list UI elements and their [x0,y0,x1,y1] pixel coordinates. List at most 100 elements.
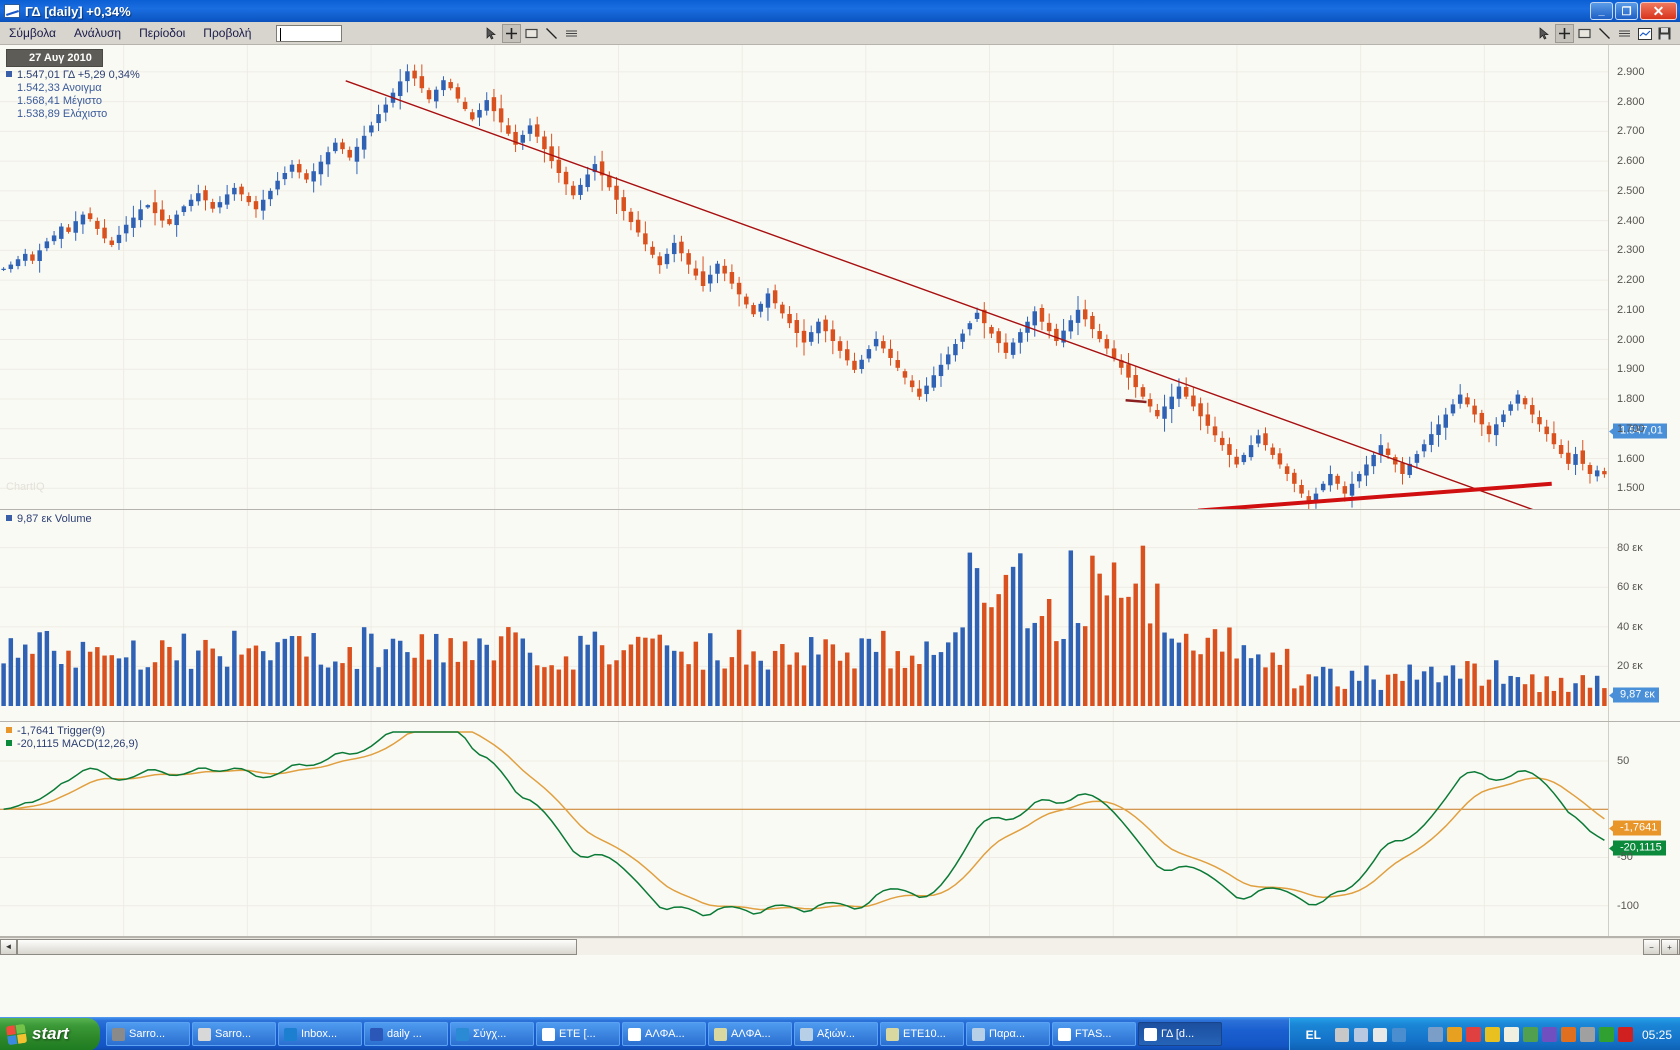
trendline-tool-icon[interactable] [542,24,561,43]
macd-axis[interactable]: -1,7641 -20,1115 50 -50 -100 [1608,722,1680,936]
mail-icon[interactable] [1503,1027,1519,1042]
price-axis-tick: 1.500 [1617,482,1645,495]
task-daily-doc[interactable]: daily ... [364,1022,448,1046]
pointer-tool-icon[interactable] [482,24,501,43]
rectangle-tool-icon[interactable] [522,24,541,43]
heart-icon[interactable] [1465,1027,1481,1042]
scroll-thumb[interactable] [17,938,577,955]
taskbar-item-label: daily ... [387,1028,422,1040]
expand-icon[interactable] [1391,1027,1406,1042]
eye-icon[interactable] [1522,1027,1538,1042]
alert-icon[interactable] [1560,1027,1576,1042]
symbol-input[interactable] [276,24,343,42]
menu-periods[interactable]: Περίοδοι [139,26,186,40]
chart-watermark: ChartIQ [6,481,45,493]
taskbar-item-label: ΑΛΦΑ... [645,1028,685,1040]
scrollbar-right-tools: − + [1643,938,1678,956]
price-badge: 1.547,01 [1613,423,1667,439]
network-icon[interactable] [1427,1027,1443,1042]
window-titlebar: ΓΔ [daily] +0,34% _ ❐ ✕ [0,0,1680,22]
task-sarro-2[interactable]: Sarro... [192,1022,276,1046]
volume-axis[interactable]: 9,87 εκ 20 εκ 40 εκ 60 εκ 80 εκ [1608,510,1680,721]
price-axis-tick: 2.900 [1617,65,1645,78]
task-sarro-1[interactable]: Sarro... [106,1022,190,1046]
pointer-tool-icon-right[interactable] [1535,24,1554,43]
price-axis-tick: 1.800 [1617,393,1645,406]
shield-icon[interactable] [1484,1027,1500,1042]
windows-flag-icon [5,1023,28,1045]
taskbar-item-icon [800,1027,813,1041]
trendline-tool-icon-right[interactable] [1595,24,1614,43]
grid-tool-icon-right[interactable] [1615,24,1634,43]
scroll-track[interactable] [17,938,1663,955]
maximize-button[interactable]: ❐ [1615,2,1638,20]
taskbar-item-label: Inbox... [301,1028,338,1040]
legend-row-volume: 9,87 εκ Volume [6,513,92,526]
green-disc-icon[interactable] [1598,1027,1614,1042]
start-label: start [32,1024,69,1043]
volume-legend: 9,87 εκ Volume [6,513,92,526]
task-alfa-1[interactable]: ΑΛΦΑ... [622,1022,706,1046]
taskbar-item-label: ΓΔ [d... [1161,1028,1195,1040]
task-inbox[interactable]: Inbox... [278,1022,362,1046]
taskbar-item-icon [198,1027,211,1041]
menu-analysis[interactable]: Ανάλυση [74,26,122,40]
crosshair-tool-icon[interactable] [502,24,521,43]
volume-axis-tick: 40 εκ [1617,620,1643,633]
close-button[interactable]: ✕ [1640,2,1677,20]
window-title: ΓΔ [daily] +0,34% [25,3,131,19]
price-axis-tick: 2.000 [1617,333,1645,346]
task-ftas[interactable]: FTAS... [1052,1022,1136,1046]
globe-icon[interactable] [1541,1027,1557,1042]
system-tray: EL 05:25 [1288,1018,1680,1050]
macd-plot-area[interactable]: -1,7641 Trigger(9) -20,1115 MACD(12,26,9… [0,722,1608,936]
minimize-button[interactable]: _ [1590,2,1613,20]
task-para[interactable]: Παρα... [966,1022,1050,1046]
macd-badge: -20,1115 [1613,840,1666,856]
legend-marker-price [6,71,12,77]
volume-plot-area[interactable]: 9,87 εκ Volume [0,510,1608,721]
scroll-left-arrow[interactable]: ◄ [0,938,17,955]
crosshair-tool-icon-right[interactable] [1555,24,1574,43]
task-gd-daily[interactable]: ΓΔ [d... [1138,1022,1222,1046]
notes-icon[interactable] [1353,1027,1368,1042]
antivirus-icon[interactable] [1446,1027,1462,1042]
chart-tool-icon[interactable] [1635,24,1654,43]
cart-icon[interactable] [1617,1027,1633,1042]
task-sygx[interactable]: Σύγχ... [450,1022,534,1046]
volume-axis-tick: 60 εκ [1617,581,1643,594]
pen-icon[interactable] [1334,1027,1349,1042]
chart-line-icon [4,4,20,18]
grid-tool-icon[interactable] [562,24,581,43]
start-button[interactable]: start [0,1017,100,1050]
price-axis[interactable]: 1.547,01 2.900 2.800 2.700 2.600 2.500 2.400 2… [1608,45,1680,509]
macd-chart-panel[interactable]: -1,7641 Trigger(9) -20,1115 MACD(12,26,9… [0,722,1680,937]
menu-symbols[interactable]: Σύμβολα [9,26,56,40]
horizontal-scrollbar[interactable]: ◄ ► − + [0,937,1680,955]
language-indicator[interactable]: EL [1305,1027,1321,1042]
menu-view[interactable]: Προβολή [203,26,252,40]
zoom-out-icon[interactable]: − [1643,939,1660,955]
rectangle-tool-icon-right[interactable] [1575,24,1594,43]
task-alfa-2[interactable]: ΑΛΦΑ... [708,1022,792,1046]
task-axion[interactable]: Αξιών... [794,1022,878,1046]
price-chart-panel[interactable]: ΑυγΣεπτΟκτΝοεΔεκ2010ΦεβΜαρΑπρΜαιΙουνΙουλ… [0,45,1680,510]
price-axis-tick: 2.500 [1617,184,1645,197]
save-tool-icon[interactable] [1655,24,1674,43]
legend-text-macd: -20,1115 MACD(12,26,9) [17,738,139,750]
drawing-toolbar [482,24,581,43]
macd-axis-tick: -50 [1617,851,1633,864]
price-axis-tick: 2.300 [1617,244,1645,257]
zoom-in-icon[interactable]: + [1661,939,1678,955]
taskbar-clock[interactable]: 05:25 [1641,1027,1672,1042]
help-icon[interactable] [1372,1027,1387,1042]
task-ete10[interactable]: ETE10... [880,1022,964,1046]
taskbar-item-icon [886,1027,899,1041]
menu-bar: Σύμβολα Ανάλυση Περίοδοι Προβολή [0,22,1680,45]
volume-chart-panel[interactable]: 9,87 εκ Volume 9,87 εκ 20 εκ 40 εκ 60 εκ 80… [0,510,1680,722]
legend-row-low: 1.538,89 Ελάχιστο [17,108,108,120]
price-plot-area[interactable]: ΑυγΣεπτΟκτΝοεΔεκ2010ΦεβΜαρΑπρΜαιΙουνΙουλ… [0,45,1608,509]
macd-chart-svg [0,722,1608,936]
task-ete[interactable]: ETE [... [536,1022,620,1046]
speaker-icon[interactable] [1579,1027,1595,1042]
